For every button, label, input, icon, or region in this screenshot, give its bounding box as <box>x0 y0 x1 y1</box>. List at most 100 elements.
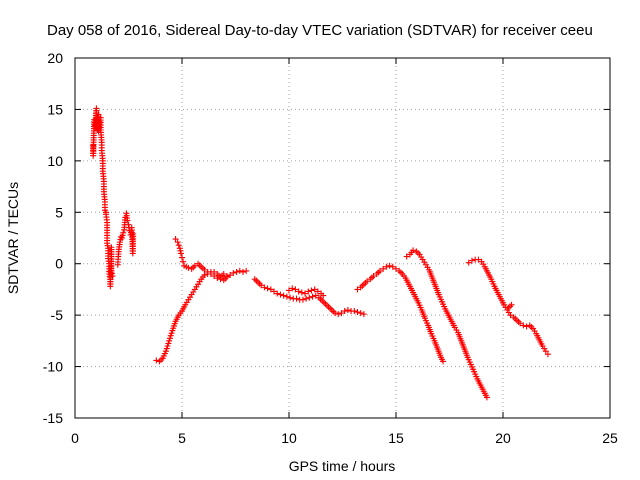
data-point <box>309 293 316 300</box>
data-point <box>376 267 383 274</box>
data-point <box>483 394 490 401</box>
data-point <box>338 310 345 317</box>
data-point <box>166 337 173 344</box>
plot-frame <box>74 57 611 419</box>
x-tick-label: 20 <box>495 430 511 446</box>
data-point <box>163 345 170 352</box>
data-point <box>393 265 399 272</box>
y-tick-label: 10 <box>47 153 63 169</box>
data-point <box>280 292 287 299</box>
data-point <box>204 268 211 275</box>
data-point <box>335 311 342 318</box>
x-tick-label: 5 <box>178 430 186 446</box>
data-point <box>311 286 318 293</box>
data-point <box>233 268 240 275</box>
data-point <box>475 256 482 263</box>
data-point <box>517 320 524 327</box>
data-point <box>230 269 237 276</box>
data-point <box>261 284 268 291</box>
data-point <box>386 262 393 269</box>
data-point <box>302 290 309 297</box>
x-tick-label: 0 <box>71 430 79 446</box>
data-point <box>277 291 284 298</box>
data-point <box>130 230 137 237</box>
data-point <box>165 340 172 347</box>
data-point <box>223 274 230 281</box>
data-point <box>207 271 214 277</box>
data-point <box>239 268 246 275</box>
y-tick-label: -5 <box>51 307 64 323</box>
data-point <box>403 253 410 260</box>
y-tick-label: -15 <box>43 410 63 426</box>
data-point <box>303 295 310 302</box>
data-point <box>364 278 371 285</box>
data-point <box>308 287 315 294</box>
data-point <box>283 293 290 300</box>
data-point <box>295 288 302 295</box>
data-point <box>440 358 447 365</box>
data-point <box>357 310 364 317</box>
data-point <box>211 273 218 280</box>
data-point <box>332 310 339 317</box>
axis-ticks: 0 5 10 15 20 25 -15 -10 -5 0 5 10 15 20 <box>43 50 618 446</box>
data-point <box>162 348 169 355</box>
y-tick-label: 5 <box>55 204 63 220</box>
data-point <box>264 285 271 292</box>
data-point <box>120 229 127 236</box>
data-point <box>383 263 390 270</box>
x-tick-label: 15 <box>388 430 404 446</box>
data-point <box>289 285 296 292</box>
data-point <box>179 254 185 261</box>
data-point <box>166 335 173 342</box>
data-point <box>124 217 131 224</box>
data-point <box>468 257 475 264</box>
data-point <box>227 272 234 279</box>
y-tick-label: 0 <box>55 256 63 272</box>
data-point <box>312 292 319 299</box>
data-point <box>293 295 300 302</box>
data-point <box>109 273 116 280</box>
data-point <box>389 263 396 270</box>
data-point <box>167 332 174 339</box>
data-point <box>201 272 208 279</box>
grid-lines <box>75 58 610 418</box>
x-tick-label: 25 <box>602 430 618 446</box>
data-point <box>306 294 313 301</box>
data-point <box>271 288 278 295</box>
data-point <box>267 286 274 293</box>
x-tick-label: 10 <box>281 430 297 446</box>
data-point <box>520 322 527 329</box>
data-point <box>465 259 472 266</box>
data-point <box>354 309 361 316</box>
data-point <box>360 311 367 318</box>
data-point <box>164 343 171 349</box>
data-point <box>305 288 312 295</box>
data-point <box>299 296 306 303</box>
data-point <box>314 288 321 295</box>
data-point <box>380 265 387 272</box>
data-point <box>544 351 551 358</box>
data-point <box>220 271 227 277</box>
data-point <box>320 292 327 299</box>
y-tick-label: -10 <box>43 359 63 375</box>
data-point <box>286 287 292 294</box>
data-point <box>292 286 299 293</box>
data-point <box>410 247 417 254</box>
data-point <box>214 275 221 282</box>
data-point <box>370 273 377 280</box>
y-axis-label: SDTVAR / TECUs <box>5 182 21 294</box>
y-tick-label: 20 <box>47 50 63 66</box>
y-tick-label: 15 <box>47 101 63 117</box>
data-points <box>90 105 551 401</box>
data-point <box>174 239 181 246</box>
data-point <box>351 308 358 315</box>
data-point <box>177 250 184 257</box>
data-point <box>172 236 179 243</box>
data-point <box>236 267 243 274</box>
data-point <box>175 242 182 249</box>
data-point <box>508 301 515 308</box>
data-point <box>542 348 549 355</box>
chart-title: Day 058 of 2016, Sidereal Day-to-day VTE… <box>47 22 593 39</box>
data-point <box>354 286 361 293</box>
